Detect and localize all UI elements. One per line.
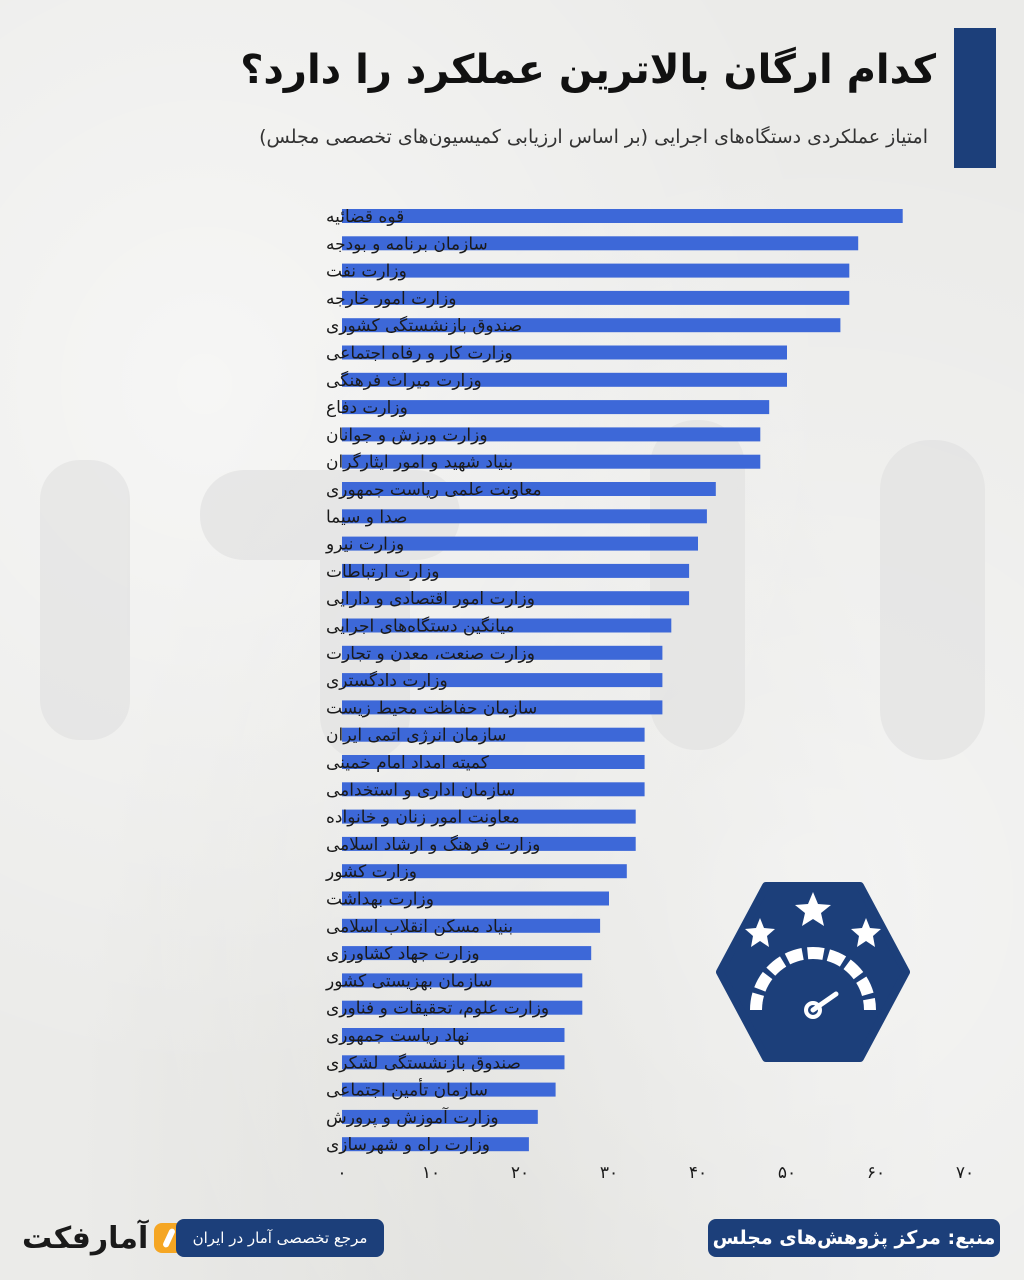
x-tick-label: ۵۰ [778, 1163, 796, 1183]
category-label: بنیاد شهید و امور ایثارگران [326, 452, 513, 473]
bar [342, 536, 698, 551]
category-label: سازمان برنامه و بودجه [326, 234, 488, 254]
bar [342, 836, 636, 851]
bar [342, 1137, 529, 1152]
category-label: سازمان انرژی اتمی ایران [326, 726, 506, 746]
bar [342, 263, 850, 278]
category-label: صدا و سیما [326, 507, 407, 527]
category-label: وزارت دادگستری [326, 670, 448, 691]
bar [342, 236, 859, 251]
category-label: وزارت جهاد کشاورزی [326, 944, 480, 964]
x-tick-label: ۷۰ [956, 1163, 974, 1183]
category-label: وزارت صنعت، معدن و تجارت [326, 644, 535, 664]
bar [342, 946, 592, 961]
bar [342, 482, 716, 496]
bar [342, 755, 645, 769]
category-label: وزارت نفت [326, 262, 407, 282]
brand-logo-text: آمارفکت [22, 1220, 149, 1256]
speedometer-stars-icon [716, 882, 910, 1062]
category-label: وزارت دفاع [326, 398, 408, 418]
category-label: میانگین دستگاه‌های اجرایی [326, 616, 515, 637]
bar [342, 918, 601, 933]
category-label: وزارت میراث فرهنگی [326, 370, 482, 391]
category-label: نهاد ریاست جمهوری [326, 1026, 470, 1046]
bar [342, 782, 645, 797]
bar [342, 700, 663, 715]
category-label: وزارت بهداشت [326, 890, 434, 910]
bar [342, 318, 841, 333]
x-tick-label: ۳۰ [600, 1163, 618, 1183]
category-label: سازمان بهزیستی کشور [325, 971, 493, 991]
category-label: سازمان اداری و استخدامی [326, 780, 515, 800]
x-tick-label: ۰ [337, 1163, 346, 1183]
bar [342, 891, 609, 906]
category-label: وزارت امور خارجه [326, 289, 457, 309]
category-label: صندوق بازنشستگی لشکری [326, 1052, 521, 1073]
bar [342, 209, 903, 223]
bar [342, 290, 850, 305]
bar [342, 509, 707, 524]
title-accent-bar [954, 28, 996, 168]
bar [342, 1082, 556, 1097]
bar [342, 973, 583, 988]
x-tick-label: ۲۰ [511, 1163, 529, 1183]
page-subtitle: امتیاز عملکردی دستگاه‌های اجرایی (بر اسا… [259, 126, 928, 148]
category-label: وزارت آموزش و پرورش [326, 1106, 499, 1128]
category-label: معاونت امور زنان و خانواده [326, 808, 520, 828]
bars-group [342, 209, 903, 1152]
page-title: کدام ارگان بالاترین عملکرد را دارد؟ [240, 47, 936, 93]
bar [342, 591, 690, 606]
bar [342, 372, 787, 387]
category-label: وزارت ورزش و جوانان [326, 425, 488, 445]
bar [342, 563, 690, 578]
x-tick-label: ۶۰ [867, 1163, 885, 1183]
category-label: وزارت امور اقتصادی و دارایی [326, 589, 535, 609]
bar [342, 1055, 565, 1070]
category-label: کمیته امداد امام خمینی [326, 753, 490, 773]
category-label: قوه قضائیه [326, 207, 404, 227]
category-label: معاونت علمی ریاست جمهوری [326, 480, 542, 500]
category-label: وزارت راه و شهرسازی [326, 1135, 490, 1155]
category-label: بنیاد مسکن انقلاب اسلامی [326, 917, 513, 937]
x-tick-label: ۴۰ [689, 1163, 707, 1183]
category-labels-group: قوه قضائیه سازمان برنامه و بودجه وزارت نفت… [325, 207, 549, 1155]
bar [342, 1028, 565, 1042]
bar [342, 400, 770, 415]
bar [342, 1000, 583, 1015]
bar [342, 673, 663, 688]
x-axis-ticks-group: ۰ ۱۰ ۲۰ ۳۰ ۴۰ ۵۰ ۶۰ ۷۰ [337, 1163, 974, 1183]
bar [342, 427, 761, 442]
bar [342, 454, 761, 469]
x-tick-label: ۱۰ [422, 1163, 440, 1183]
bar-chart: قوه قضائیه سازمان برنامه و بودجه وزارت نفت… [325, 207, 974, 1183]
category-label: وزارت کار و رفاه اجتماعی [326, 344, 513, 364]
category-label: وزارت فرهنگ و ارشاد اسلامی [326, 834, 540, 855]
bar [342, 345, 787, 360]
category-label: وزارت کشور [325, 862, 417, 882]
bar [342, 618, 672, 633]
category-label: سازمان تأمین اجتماعی [326, 1078, 488, 1101]
bar [342, 727, 645, 742]
bar [342, 864, 627, 879]
category-label: وزارت نیرو [325, 535, 404, 555]
bar [342, 1109, 538, 1124]
bar [342, 645, 663, 660]
category-label: سازمان حفاظت محیط زیست [326, 698, 537, 718]
category-label: صندوق بازنشستگی کشوری [326, 315, 522, 336]
tagline-badge: مرجع تخصصی آمار در ایران [176, 1219, 384, 1257]
brand-logo[interactable]: آمارفکت [22, 1218, 185, 1258]
category-label: وزارت علوم، تحقیقات و فناوری [326, 999, 549, 1019]
category-label: وزارت ارتباطات [326, 562, 439, 582]
source-badge: منبع: مرکز پژوهش‌های مجلس [708, 1219, 1000, 1257]
bar [342, 809, 636, 824]
